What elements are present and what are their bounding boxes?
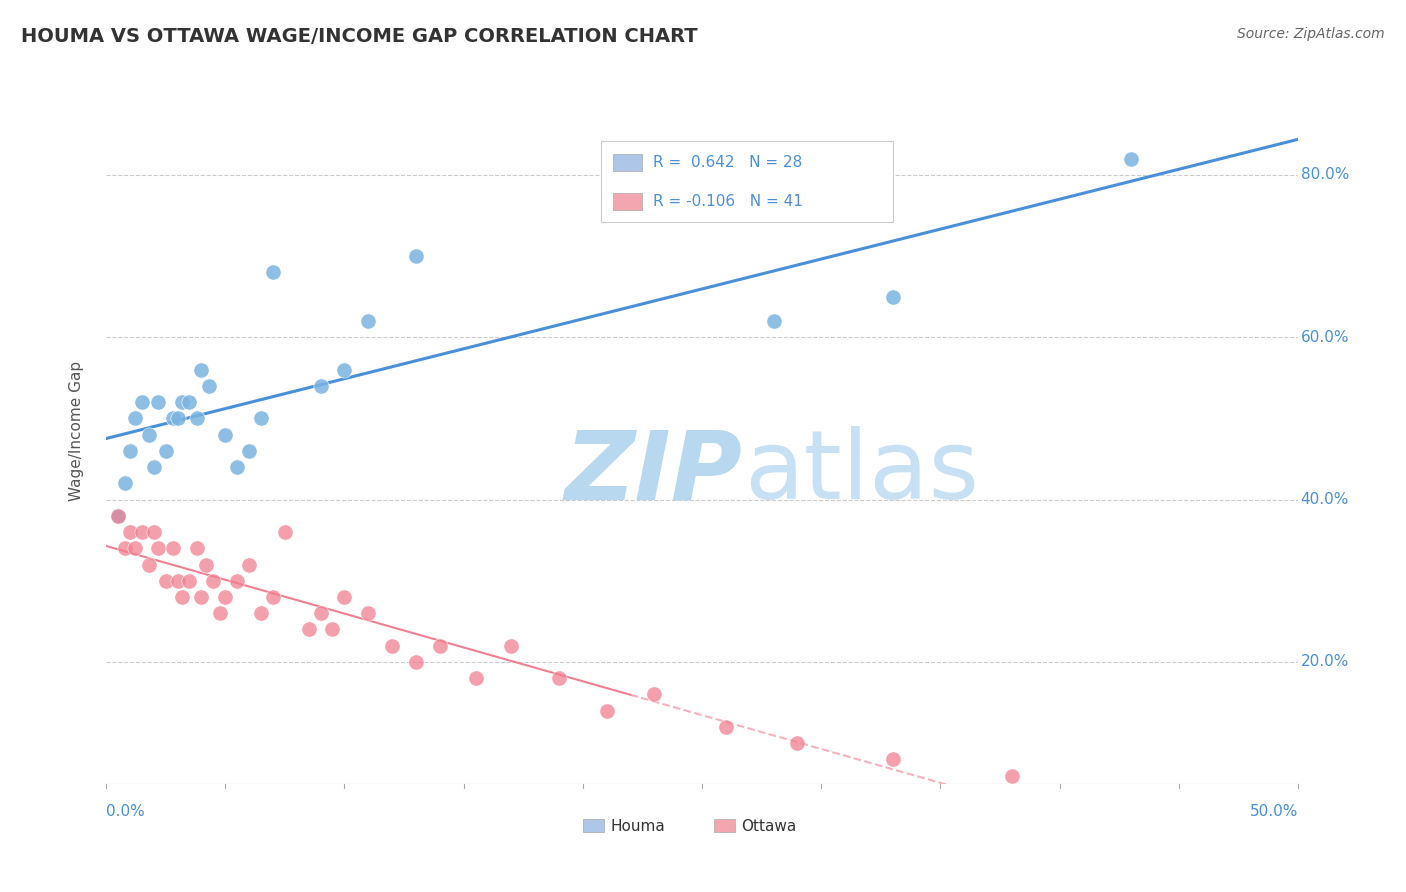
Bar (714, 819, 735, 831)
Point (131, 524, 153, 539)
Point (172, 395, 194, 409)
Point (333, 590, 356, 604)
Point (107, 508, 129, 523)
Point (138, 427, 160, 442)
Point (429, 639, 451, 653)
Point (197, 379, 219, 393)
Point (405, 655, 427, 669)
Point (124, 541, 146, 556)
Point (882, 752, 904, 766)
Bar (583, 819, 605, 831)
Point (209, 606, 232, 620)
Point (274, 524, 297, 539)
Text: Source: ZipAtlas.com: Source: ZipAtlas.com (1237, 27, 1385, 41)
Point (166, 411, 188, 425)
Point (298, 623, 321, 637)
Point (1121, 152, 1143, 166)
Point (405, 249, 427, 263)
Point (464, 671, 486, 685)
Point (148, 541, 170, 556)
Point (138, 558, 160, 572)
Point (172, 590, 194, 604)
Text: 20.0%: 20.0% (1301, 655, 1348, 669)
Point (202, 574, 225, 588)
Point (357, 606, 380, 620)
Text: Ottawa: Ottawa (741, 819, 797, 833)
Point (238, 443, 260, 458)
Point (186, 411, 208, 425)
Point (309, 606, 332, 620)
Point (162, 411, 184, 425)
Point (124, 411, 146, 425)
Point (179, 574, 201, 588)
Point (643, 687, 665, 701)
Point (186, 541, 208, 556)
Point (155, 443, 177, 458)
Point (214, 590, 236, 604)
Point (309, 379, 332, 393)
Text: HOUMA VS OTTAWA WAGE/INCOME GAP CORRELATION CHART: HOUMA VS OTTAWA WAGE/INCOME GAP CORRELAT… (21, 27, 697, 45)
Point (381, 639, 404, 653)
Point (114, 476, 136, 491)
Point (321, 623, 343, 637)
Point (501, 639, 523, 653)
Point (548, 671, 571, 685)
Point (595, 704, 617, 718)
Point (714, 720, 737, 734)
Point (162, 541, 184, 556)
Point (118, 443, 141, 458)
Text: ZIP: ZIP (565, 426, 742, 519)
Bar (613, 153, 643, 171)
Text: 50.0%: 50.0% (1250, 804, 1298, 819)
Point (214, 427, 236, 442)
Point (190, 590, 212, 604)
Point (179, 395, 201, 409)
Text: 80.0%: 80.0% (1301, 168, 1348, 182)
Bar (600, 141, 893, 222)
Text: R = -0.106   N = 41: R = -0.106 N = 41 (654, 194, 803, 209)
Point (118, 524, 141, 539)
Point (114, 541, 136, 556)
Point (195, 558, 218, 572)
Point (1001, 768, 1024, 782)
Bar (613, 193, 643, 211)
Point (107, 508, 129, 523)
Point (250, 411, 273, 425)
Text: atlas: atlas (744, 426, 979, 519)
Text: 40.0%: 40.0% (1301, 492, 1348, 507)
Point (131, 395, 153, 409)
Point (262, 265, 284, 279)
Point (238, 558, 260, 572)
Point (190, 362, 212, 376)
Point (142, 524, 165, 539)
Text: Wage/Income Gap: Wage/Income Gap (69, 360, 84, 500)
Text: 60.0%: 60.0% (1301, 330, 1348, 344)
Point (166, 574, 188, 588)
Point (155, 574, 177, 588)
Point (142, 460, 165, 475)
Point (786, 736, 808, 750)
Point (250, 606, 273, 620)
Text: R =  0.642   N = 28: R = 0.642 N = 28 (654, 154, 803, 169)
Point (357, 314, 380, 328)
Point (226, 460, 249, 475)
Point (762, 314, 785, 328)
Point (333, 362, 356, 376)
Point (262, 590, 284, 604)
Text: Houma: Houma (610, 819, 665, 833)
Point (882, 290, 904, 304)
Point (148, 395, 170, 409)
Point (226, 574, 249, 588)
Text: 0.0%: 0.0% (105, 804, 145, 819)
